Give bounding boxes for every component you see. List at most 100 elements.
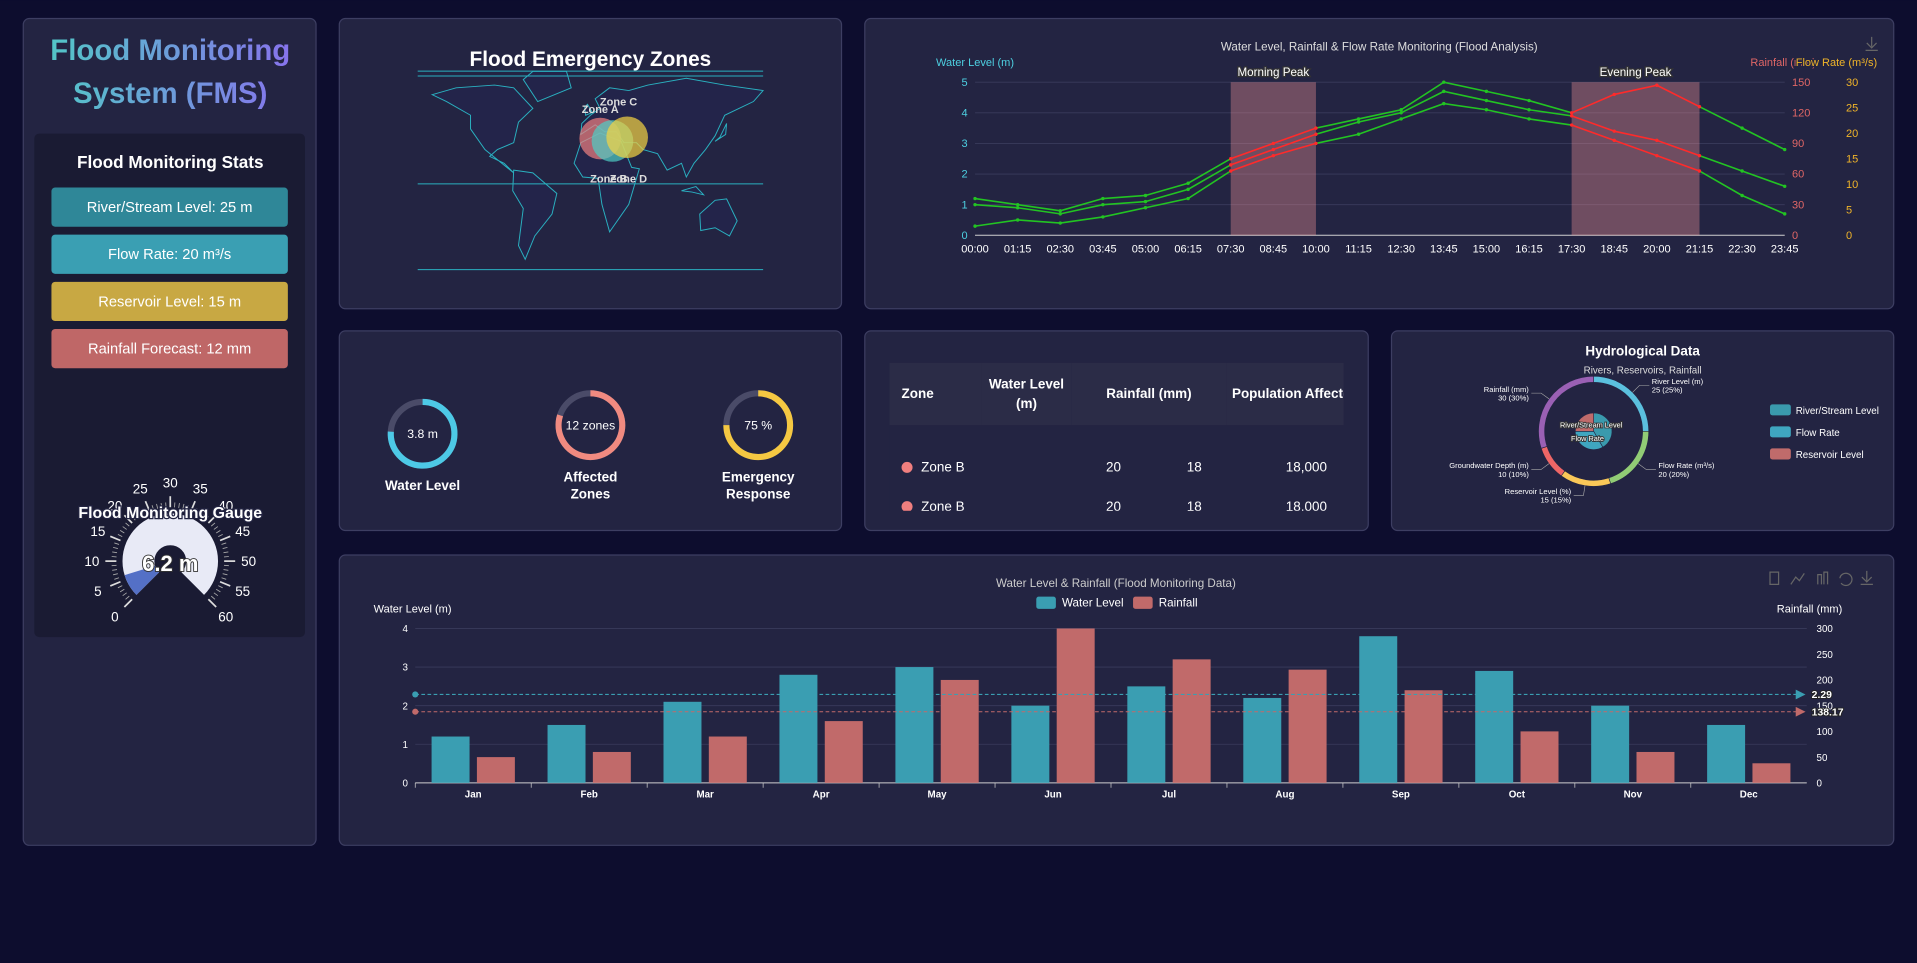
- gauge-minor-tick: [117, 585, 123, 589]
- bar: [1636, 751, 1675, 783]
- gauge-minor-tick: [112, 546, 118, 549]
- gauge-minor-tick: [186, 505, 189, 510]
- average-arrow: [1795, 706, 1806, 717]
- land: [584, 103, 594, 116]
- x-tick-label: Sep: [1392, 790, 1410, 801]
- y-axis-label: Water Level (m): [374, 604, 452, 616]
- gauge-tick-label: 25: [133, 482, 148, 497]
- line-point: [1655, 138, 1659, 143]
- gauge-minor-tick: [122, 592, 127, 597]
- gauge-tick: [207, 598, 217, 608]
- legend-swatch: [1036, 596, 1056, 609]
- line-point: [1612, 92, 1616, 97]
- x-tick-label: 15:00: [1473, 243, 1501, 255]
- row-dot: [901, 461, 913, 473]
- line-point: [1356, 132, 1361, 136]
- line-point: [1569, 114, 1574, 118]
- mark-area: [1230, 82, 1316, 236]
- line-point: [1186, 181, 1190, 185]
- average-label: 138.17: [1812, 707, 1844, 718]
- table-cell: 18: [1140, 425, 1248, 487]
- gauge-minor-tick: [204, 516, 209, 521]
- ring-caption-box: Water Level: [385, 479, 460, 494]
- cell-text: Zone B: [921, 499, 965, 511]
- gauge-track: [122, 513, 218, 595]
- x-tick-label: Nov: [1624, 790, 1643, 801]
- line-point: [1143, 206, 1148, 210]
- gauge-minor-tick: [223, 569, 229, 571]
- y2-tick-label: 250: [1817, 650, 1834, 661]
- ring-label: 12 zones: [566, 418, 616, 432]
- gauge-tick: [219, 535, 231, 542]
- y2-tick-label: 30: [1792, 199, 1804, 211]
- line-series: [974, 102, 1786, 227]
- gauge-minor-tick: [194, 508, 198, 514]
- y-tick-label: 3: [962, 138, 968, 150]
- gauge-minor-tick: [210, 522, 216, 527]
- bar: [940, 679, 979, 783]
- line-point: [973, 202, 977, 207]
- line-point: [1356, 120, 1361, 124]
- map-title: Flood Emergency Zones: [470, 48, 712, 71]
- zone-label: Zone C: [600, 96, 637, 108]
- cell-text: Zone B: [921, 460, 965, 476]
- line-point: [1058, 212, 1062, 216]
- legend-swatch: [1770, 448, 1791, 460]
- gauge-minor-tick: [114, 577, 120, 580]
- legend-swatch: [1770, 404, 1791, 416]
- x-tick-label: 11:15: [1345, 243, 1372, 255]
- x-tick-label: 06:15: [1174, 243, 1202, 255]
- line-point: [1527, 117, 1531, 121]
- line-point: [1697, 169, 1702, 173]
- pie-title: Hydrological Data: [1585, 343, 1700, 358]
- y-tick-label: 4: [962, 107, 968, 119]
- ring-caption-box: Emergency Response: [721, 470, 795, 503]
- gauge-tick-label: 40: [218, 499, 233, 514]
- line-point: [1271, 141, 1276, 146]
- stat-card: [51, 234, 288, 274]
- bar: [1011, 705, 1050, 783]
- stat-label: Reservoir Level: 15 m: [98, 294, 241, 310]
- table-wrap: Zone Water Level (m) Rainfall (mm) Populati…: [889, 362, 1344, 511]
- y2-tick-label: 150: [1817, 701, 1834, 712]
- table-cell: 18: [1140, 488, 1248, 511]
- x-tick-label: 08:45: [1260, 243, 1288, 255]
- gauge-title: Flood Monitoring Gauge: [78, 505, 262, 522]
- header-cell: Zone: [889, 362, 982, 426]
- line-point: [1101, 196, 1105, 201]
- y3-tick-label: 20: [1846, 128, 1858, 140]
- land: [430, 84, 534, 174]
- header-cell: Water Level (m): [981, 362, 1072, 426]
- pie-value-label: 30 (30%): [1498, 393, 1529, 402]
- outer-slice: [1538, 375, 1594, 449]
- table-row: Zone B 20 18 18,000: [889, 425, 1343, 487]
- bar: [663, 701, 702, 783]
- gauge-tick: [207, 514, 217, 524]
- line-point: [1314, 141, 1318, 146]
- line-point: [1399, 117, 1403, 121]
- legend-label: Reservoir Level: [1796, 450, 1864, 461]
- line-point: [1782, 184, 1787, 189]
- line-point: [1314, 126, 1318, 130]
- bar: [476, 757, 515, 783]
- ring-caption: Affected Zones: [563, 470, 618, 503]
- gauge-tick: [109, 580, 121, 587]
- gauge-minor-tick: [222, 573, 228, 576]
- gauge-minor-tick: [114, 542, 120, 545]
- x-tick-label: Feb: [580, 790, 597, 801]
- line-point: [1015, 206, 1020, 210]
- ring-caption: Emergency Response: [721, 470, 795, 503]
- gauge-minor-tick: [215, 588, 221, 593]
- line-point: [1697, 153, 1702, 158]
- gauge-minor-tick: [156, 503, 159, 509]
- bar-toolbox-icons[interactable]: [1769, 570, 1873, 587]
- gauge-minor-tick: [143, 508, 147, 514]
- y-tick-label: 2: [962, 169, 968, 181]
- mark-area: [1571, 82, 1700, 236]
- x-tick-label: 00:00: [961, 243, 989, 255]
- y3-tick-label: 5: [1846, 204, 1852, 216]
- stat-label: River/Stream Level: 25 m: [87, 200, 253, 216]
- legend-swatch: [1133, 596, 1153, 609]
- x-tick-label: Jul: [1162, 790, 1176, 801]
- line-point: [1101, 215, 1105, 219]
